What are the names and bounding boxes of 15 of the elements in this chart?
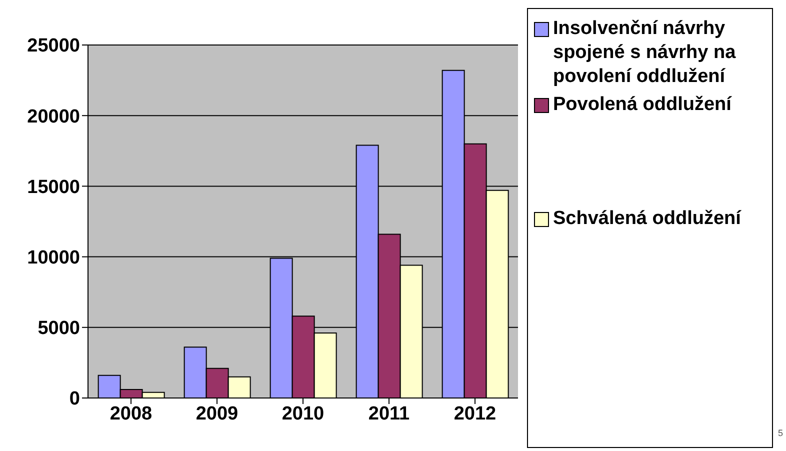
- y-tick-label: 10000: [27, 248, 80, 269]
- y-tick-label: 0: [69, 388, 80, 410]
- legend-label: Insolvenční návrhy spojené s návrhy na povolení oddlužení: [553, 17, 737, 89]
- legend-label: Povolená oddlužení: [553, 93, 732, 117]
- x-tick-label: 2009: [196, 403, 238, 424]
- legend-label: Schválená oddlužení: [553, 207, 741, 231]
- y-tick-label: 25000: [27, 36, 80, 57]
- y-tick-label: 20000: [27, 106, 80, 128]
- y-tick-label: 15000: [27, 176, 80, 198]
- x-tick-label: 2011: [368, 403, 410, 424]
- x-tick-label: 2012: [454, 403, 496, 424]
- y-tick-label: 5000: [38, 318, 80, 340]
- x-tick-label: 2010: [282, 403, 324, 424]
- text: 5: [778, 428, 784, 438]
- x-tick-label: 2008: [110, 403, 152, 424]
